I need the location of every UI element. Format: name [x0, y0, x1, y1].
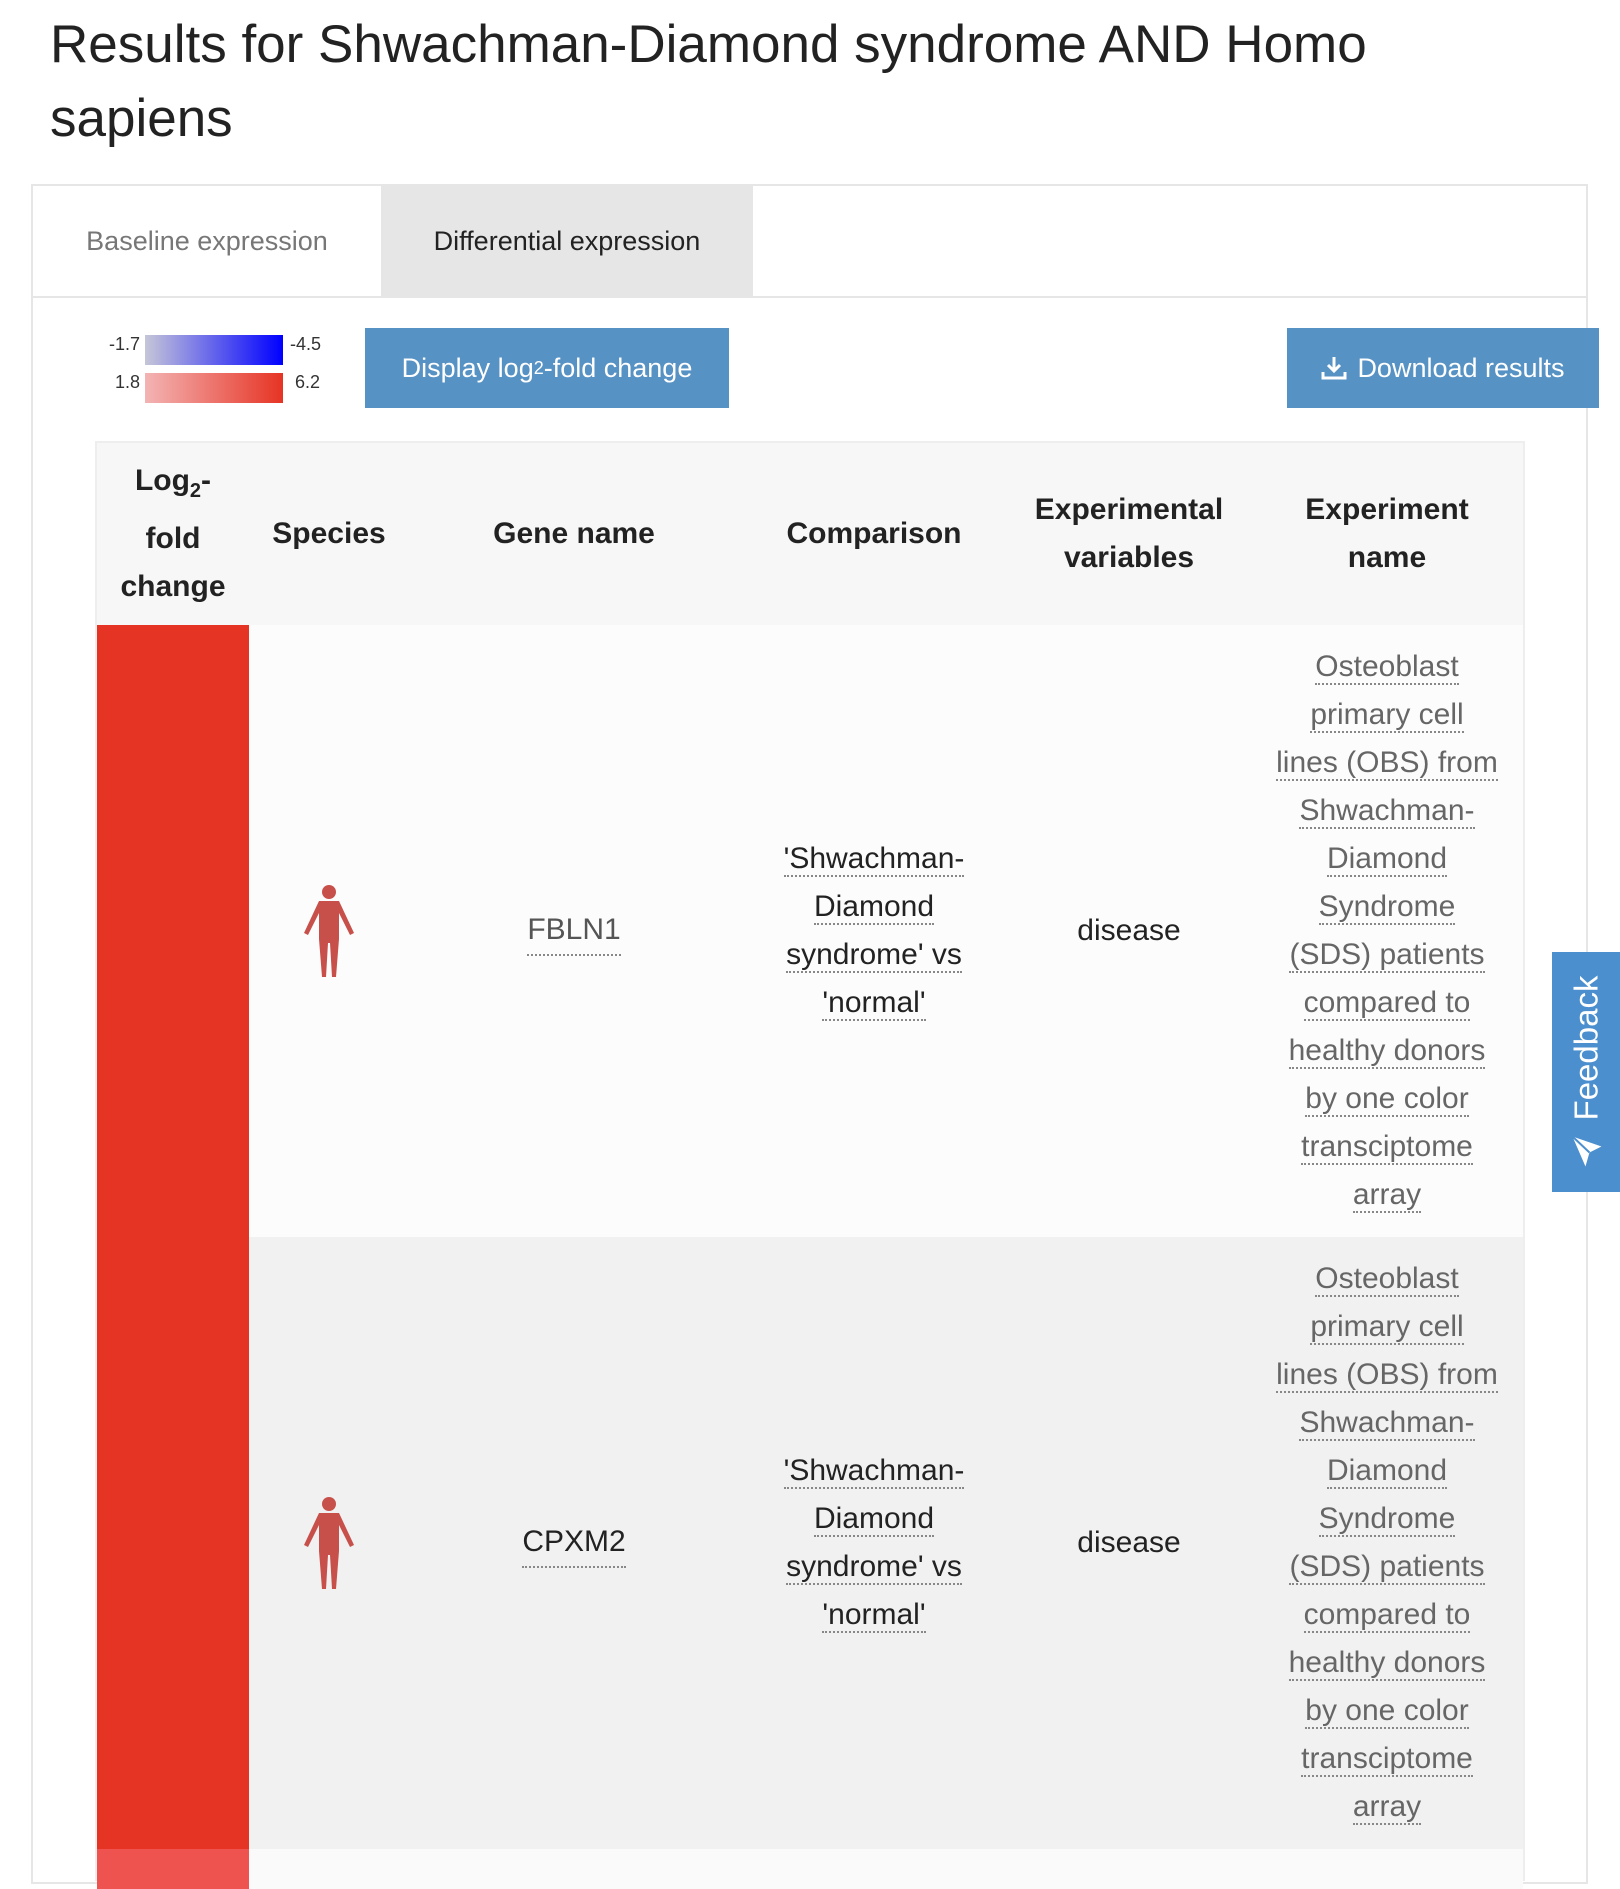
- header-species[interactable]: Species: [272, 517, 386, 550]
- header-log2-suffix: -: [201, 464, 212, 497]
- download-results-button[interactable]: Download results: [1287, 328, 1599, 408]
- comparison-line[interactable]: syndrome' vs: [786, 1550, 962, 1585]
- header-gene-name[interactable]: Gene name: [493, 517, 655, 550]
- tab-differential-expression[interactable]: Differential expression: [381, 186, 753, 296]
- tab-baseline-expression[interactable]: Baseline expression: [86, 225, 328, 256]
- table-row: CPXM2 'Shwachman- Diamond syndrome' vs '…: [97, 1237, 1523, 1849]
- display-button-sub: 2: [533, 357, 544, 378]
- experiment-link[interactable]: array: [1352, 1790, 1422, 1825]
- experiment-link[interactable]: Syndrome: [1318, 1502, 1456, 1537]
- display-button-prefix: Display log: [401, 352, 534, 383]
- experiment-link[interactable]: compared to: [1303, 986, 1471, 1021]
- results-table: Log2- fold change Species Gene name Comp…: [95, 441, 1525, 1889]
- comparison-cell: 'Shwachman- Diamond syndrome' vs 'normal…: [739, 625, 1009, 1237]
- header-experiment-line2: name: [1347, 541, 1427, 574]
- experiment-link[interactable]: Shwachman-: [1299, 1406, 1475, 1441]
- experiment-link[interactable]: healthy donors: [1288, 1646, 1486, 1681]
- table-row: [97, 1849, 1523, 1889]
- header-variables-line1: Experimental: [1034, 493, 1224, 526]
- download-icon: [1321, 355, 1347, 381]
- experiment-link[interactable]: (SDS) patients: [1289, 1550, 1485, 1585]
- experiment-link[interactable]: Syndrome: [1318, 890, 1456, 925]
- experiment-link[interactable]: lines (OBS) from: [1276, 746, 1498, 781]
- gene-cell: FBLN1: [409, 625, 739, 1237]
- experiment-link[interactable]: Osteoblast: [1315, 1262, 1459, 1297]
- comparison-line[interactable]: 'normal': [822, 1598, 926, 1633]
- experiment-link[interactable]: transciptome: [1301, 1130, 1473, 1165]
- experiment-link[interactable]: Diamond: [1326, 1454, 1448, 1489]
- experiment-link[interactable]: compared to: [1303, 1598, 1471, 1633]
- gene-link[interactable]: FBLN1: [527, 906, 621, 956]
- legend-red-gradient: [145, 373, 283, 403]
- heatmap-cell[interactable]: [97, 1849, 249, 1889]
- experiment-link[interactable]: Osteoblast: [1315, 650, 1459, 685]
- experiment-link[interactable]: lines (OBS) from: [1276, 1358, 1498, 1393]
- legend-red-low: 1.8: [114, 372, 140, 392]
- variables-cell: disease: [1077, 914, 1181, 947]
- header-log2-line2: fold: [145, 522, 201, 555]
- header-log2-sub: 2: [189, 480, 202, 502]
- experiment-link[interactable]: Diamond: [1326, 842, 1448, 877]
- header-variables-line2: variables: [1063, 541, 1195, 574]
- display-log2-fold-change-button[interactable]: Display log 2 -fold change: [365, 328, 729, 408]
- experiment-link[interactable]: primary cell: [1310, 698, 1464, 733]
- experiment-link[interactable]: by one color: [1305, 1082, 1469, 1117]
- page-title: Results for Shwachman-Diamond syndrome A…: [50, 15, 1367, 148]
- comparison-line[interactable]: 'normal': [822, 986, 926, 1021]
- header-log2-line3: change: [120, 570, 226, 603]
- heatmap-cell[interactable]: [97, 1237, 249, 1849]
- table-header: Log2- fold change Species Gene name Comp…: [97, 443, 1523, 626]
- header-experimental-variables[interactable]: Experimental variables: [1009, 443, 1249, 625]
- experiment-link[interactable]: array: [1352, 1178, 1422, 1213]
- header-log2-prefix: Log: [134, 464, 190, 497]
- experiment-link[interactable]: healthy donors: [1288, 1034, 1486, 1069]
- experiment-link[interactable]: transciptome: [1301, 1742, 1473, 1777]
- comparison-line[interactable]: 'Shwachman-: [783, 842, 965, 877]
- comparison-line[interactable]: Diamond: [813, 890, 935, 925]
- header-experiment-name[interactable]: Experiment name: [1249, 443, 1525, 625]
- feedback-tab[interactable]: Feedback: [1552, 952, 1620, 1192]
- experiment-link[interactable]: by one color: [1305, 1694, 1469, 1729]
- table-row: FBLN1 'Shwachman- Diamond syndrome' vs '…: [97, 625, 1523, 1237]
- legend-blue-high: -4.5: [290, 334, 322, 354]
- gene-cell: CPXM2: [409, 1237, 739, 1849]
- experiment-link[interactable]: Shwachman-: [1299, 794, 1475, 829]
- experiment-link[interactable]: (SDS) patients: [1289, 938, 1485, 973]
- species-cell: [249, 625, 409, 1237]
- experiment-cell: Osteoblast primary cell lines (OBS) from…: [1249, 1237, 1525, 1849]
- download-button-label: Download results: [1357, 352, 1565, 383]
- human-icon: [304, 885, 354, 977]
- comparison-line[interactable]: 'Shwachman-: [783, 1454, 965, 1489]
- comparison-cell: 'Shwachman- Diamond syndrome' vs 'normal…: [739, 1237, 1009, 1849]
- header-experiment-line1: Experiment: [1305, 493, 1469, 526]
- heatmap-cell[interactable]: [97, 625, 249, 1237]
- comparison-line[interactable]: syndrome' vs: [786, 938, 962, 973]
- legend-red-high: 6.2: [295, 372, 321, 392]
- comparison-line[interactable]: Diamond: [813, 1502, 935, 1537]
- paper-plane-icon: [1571, 1135, 1601, 1167]
- human-icon: [304, 1497, 354, 1589]
- header-comparison[interactable]: Comparison: [786, 517, 962, 550]
- gene-link[interactable]: CPXM2: [522, 1518, 626, 1568]
- feedback-label: Feedback: [1567, 975, 1604, 1121]
- legend-blue-gradient: [145, 335, 283, 365]
- tab-bar: Baseline expression Differential express…: [33, 186, 1586, 298]
- header-log2-fold-change[interactable]: Log2- fold change: [97, 443, 249, 625]
- legend-blue-low: -1.7: [108, 334, 140, 354]
- species-cell: [249, 1237, 409, 1849]
- experiment-cell: Osteoblast primary cell lines (OBS) from…: [1249, 625, 1525, 1237]
- experiment-link[interactable]: primary cell: [1310, 1310, 1464, 1345]
- display-button-suffix: -fold change: [543, 352, 693, 383]
- variables-cell: disease: [1077, 1526, 1181, 1559]
